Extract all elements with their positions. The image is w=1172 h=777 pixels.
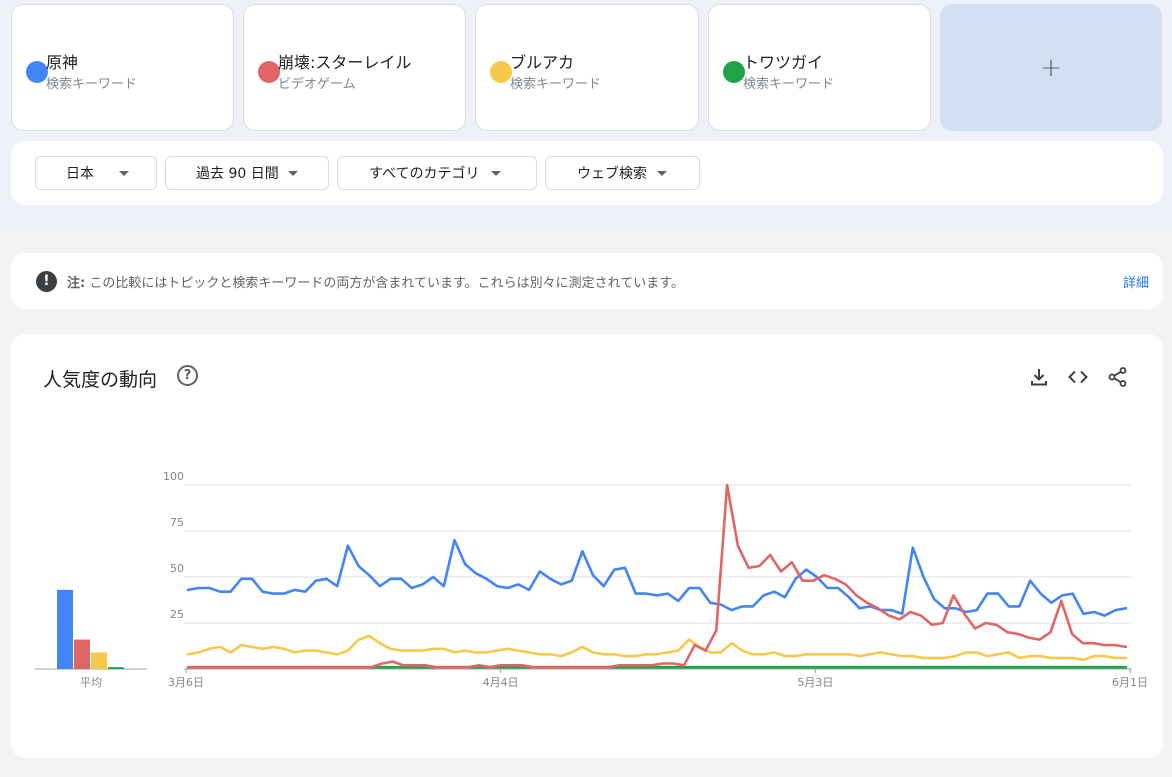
help-icon[interactable]: ? [177, 365, 198, 386]
embed-code-icon[interactable] [1067, 366, 1089, 388]
term-type: 検索キーワード [743, 77, 835, 92]
x-tick-label: 3月6日 [168, 676, 204, 689]
add-comparison-button[interactable]: + [940, 4, 1162, 131]
chevron-down-icon [657, 170, 667, 176]
filter-bar: 日本 過去 90 日間 すべてのカテゴリ ウェブ検索 [11, 141, 1163, 205]
term-color-dot [723, 61, 745, 83]
x-tick-label: 6月1日 [1112, 676, 1148, 689]
note-message: この比較にはトピックと検索キーワードの両方が含まれています。これらは別々に測定さ… [89, 276, 684, 291]
average-bar [74, 639, 90, 669]
search-type-value: ウェブ検索 [577, 166, 647, 182]
term-color-dot [26, 61, 48, 83]
series-line [186, 483, 1128, 669]
term-color-dot [258, 61, 280, 83]
series-line [186, 634, 1128, 662]
series-line [186, 538, 1128, 617]
details-link[interactable]: 詳細 [1122, 276, 1149, 291]
period-select[interactable]: 過去 90 日間 [165, 156, 329, 190]
y-tick-label: 25 [170, 608, 184, 621]
term-color-dot [490, 61, 512, 83]
chevron-down-icon [287, 170, 298, 176]
average-bar [57, 589, 73, 669]
download-icon[interactable] [1028, 366, 1050, 388]
term-card-1[interactable]: 原神 検索キーワード [11, 4, 234, 131]
region-value: 日本 [66, 166, 94, 182]
y-tick-label: 75 [170, 516, 184, 529]
term-card-3[interactable]: ブルアカ 検索キーワード [475, 4, 699, 131]
average-label: 平均 [80, 676, 102, 689]
term-type: ビデオゲーム [278, 77, 356, 92]
interest-over-time-card: 人気度の動向 ? 25 50 75 100 3月6日 4月4日 5月3日 6月1日 平均 [11, 334, 1163, 758]
term-card-4[interactable]: トワツガイ 検索キーワード [708, 4, 931, 131]
term-card-2[interactable]: 崩壊:スターレイル ビデオゲーム [243, 4, 466, 131]
note-text: 注: この比較にはトピックと検索キーワードの両方が含まれています。これらは別々に… [67, 272, 684, 291]
average-bar [108, 667, 124, 669]
term-name: ブルアカ [510, 53, 575, 72]
search-type-select[interactable]: ウェブ検索 [545, 156, 700, 190]
category-value: すべてのカテゴリ [369, 166, 480, 182]
card-title: 人気度の動向 [43, 369, 158, 391]
info-icon: ! [36, 271, 57, 292]
term-type: 検索キーワード [510, 77, 602, 92]
term-name: 原神 [46, 53, 79, 72]
term-name: 崩壊:スターレイル [278, 53, 412, 72]
y-tick-label: 50 [170, 562, 184, 575]
plus-icon: + [1040, 52, 1062, 83]
y-tick-label: 100 [163, 470, 184, 483]
period-value: 過去 90 日間 [196, 166, 279, 182]
region-select[interactable]: 日本 [35, 156, 157, 190]
chevron-down-icon [491, 170, 502, 176]
share-icon[interactable] [1107, 366, 1129, 388]
x-tick-label: 5月3日 [797, 676, 833, 689]
note-prefix: 注: [67, 276, 86, 291]
interest-chart: 25 50 75 100 3月6日 4月4日 5月3日 6月1日 平均 [35, 470, 1148, 689]
category-select[interactable]: すべてのカテゴリ [337, 156, 537, 190]
average-bar [91, 652, 107, 669]
note-bar: ! 注: この比較にはトピックと検索キーワードの両方が含まれています。これらは別… [11, 253, 1163, 309]
term-type: 検索キーワード [46, 77, 138, 92]
chevron-down-icon [119, 170, 129, 176]
x-tick-label: 4月4日 [483, 676, 519, 689]
term-name: トワツガイ [743, 53, 824, 72]
